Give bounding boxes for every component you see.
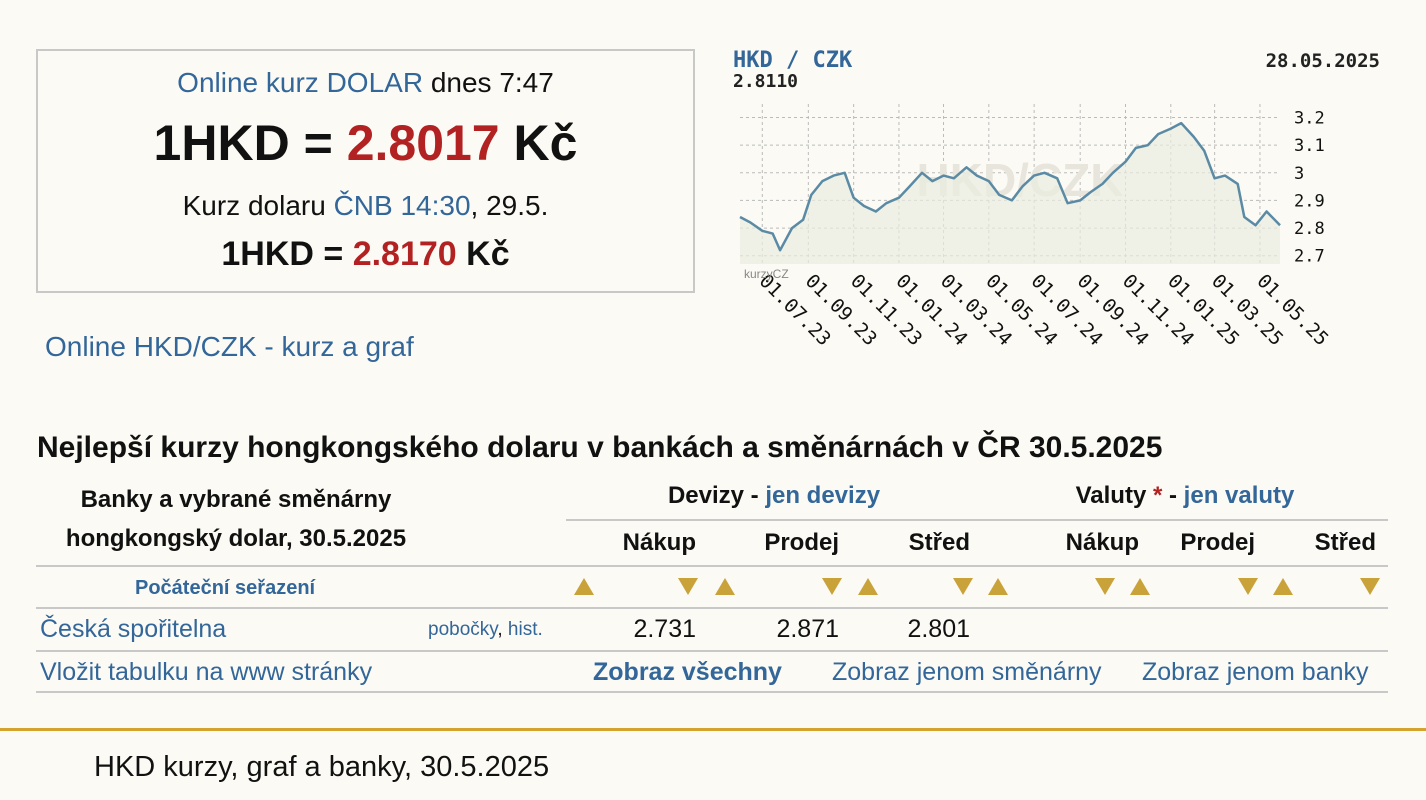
show-exchanges-link[interactable]: Zobraz jenom směnárny <box>832 658 1102 686</box>
sort-desc-devizy-mid-icon[interactable] <box>953 578 973 595</box>
chart-date: 28.05.2025 <box>1266 50 1380 72</box>
y-tick-label: 3.1 <box>1294 136 1325 156</box>
cnb-rate-value-line: 1HKD = 2.8170 Kč <box>38 235 693 274</box>
col-valuty-mid: Střed <box>1314 529 1376 556</box>
sort-asc-valuty-buy-icon[interactable] <box>988 578 1008 595</box>
divider-row <box>36 650 1388 652</box>
devizy-buy-value: 2.731 <box>633 615 696 643</box>
show-all-link[interactable]: Zobraz všechny <box>593 658 782 686</box>
valuty-header: Valuty * - jen valuty <box>982 482 1388 510</box>
devizy-mid-value: 2.801 <box>907 615 970 643</box>
sort-desc-valuty-mid-icon[interactable] <box>1360 578 1380 595</box>
online-rate-time: dnes 7:47 <box>430 67 554 98</box>
footer-title: HKD kurzy, graf a banky, 30.5.2025 <box>94 751 550 783</box>
cnb-rate-line: Kurz dolaru ČNB 14:30, 29.5. <box>38 190 693 222</box>
show-banks-link[interactable]: Zobraz jenom banky <box>1142 658 1369 686</box>
valuty-star: * <box>1152 482 1163 509</box>
col-devizy-buy: Nákup <box>622 529 696 556</box>
sort-desc-valuty-sell-icon[interactable] <box>1238 578 1258 595</box>
series-area <box>740 123 1280 264</box>
chart-brand: kurzyCZ <box>744 267 789 281</box>
sort-asc-devizy-sell-icon[interactable] <box>715 578 735 595</box>
cnb-prefix: Kurz dolaru <box>182 190 326 221</box>
devizy-header: Devizy - jen devizy <box>566 482 982 510</box>
sort-desc-devizy-buy-icon[interactable] <box>678 578 698 595</box>
main-rate-unit: Kč <box>513 115 578 171</box>
devizy-sell-value: 2.871 <box>776 615 839 643</box>
divider-groups <box>566 519 1388 521</box>
hkd-czk-chart[interactable]: HKD / CZK 2.8110 28.05.2025 3.2 3.1 3 2.9 2.… <box>730 44 1390 364</box>
devizy-dash: - <box>750 482 759 509</box>
online-rate-line: Online kurz DOLAR dnes 7:47 <box>38 67 693 99</box>
sort-asc-valuty-mid-icon[interactable] <box>1273 578 1293 595</box>
valuty-only-link[interactable]: jen valuty <box>1183 482 1295 509</box>
cnb-rate-value: 2.8170 <box>352 235 457 273</box>
history-link[interactable]: hist. <box>507 619 543 640</box>
cnb-date: , 29.5. <box>470 190 549 221</box>
sort-asc-devizy-mid-icon[interactable] <box>858 578 878 595</box>
bank-extra-links: pobočky, hist. <box>428 619 543 640</box>
col-devizy-sell: Prodej <box>764 529 839 556</box>
divider-header <box>36 565 1388 567</box>
online-rate-link[interactable]: Online kurz DOLAR <box>177 67 424 98</box>
y-tick-label: 2.7 <box>1294 247 1325 267</box>
divider-bottom <box>36 691 1388 693</box>
col-valuty-buy: Nákup <box>1065 529 1139 556</box>
series-line <box>739 121 1281 252</box>
devizy-label: Devizy <box>667 482 744 509</box>
rate-box: Online kurz DOLAR dnes 7:47 1HKD = 2.801… <box>36 49 695 293</box>
cnb-currency: 1HKD = <box>221 235 344 273</box>
gold-separator <box>0 728 1426 731</box>
valuty-label: Valuty <box>1075 482 1147 509</box>
branches-link[interactable]: pobočky <box>428 619 498 640</box>
y-tick-label: 3 <box>1294 164 1304 184</box>
sort-asc-valuty-sell-icon[interactable] <box>1130 578 1150 595</box>
col-valuty-sell: Prodej <box>1180 529 1255 556</box>
banks-header-line1: Banky a vybrané směnárny <box>80 486 392 513</box>
divider-sort <box>36 607 1388 609</box>
main-rate-value: 2.8017 <box>346 115 500 171</box>
best-rates-title: Nejlepší kurzy hongkongského dolaru v ba… <box>37 431 1163 464</box>
banks-header-line2: hongkongský dolar, 30.5.2025 <box>65 525 407 552</box>
col-devizy-mid: Střed <box>908 529 970 556</box>
cnb-link[interactable]: ČNB 14:30 <box>333 190 471 221</box>
valuty-dash: - <box>1169 482 1177 509</box>
sort-desc-devizy-sell-icon[interactable] <box>822 578 842 595</box>
chart-plot-area: 3.23.132.92.82.701.07.2301.09.2301.11.23… <box>739 104 1333 350</box>
online-rate-value-line: 1HKD = 2.8017 Kč <box>38 114 693 172</box>
embed-table-link[interactable]: Vložit tabulku na www stránky <box>40 658 373 686</box>
sort-asc-devizy-buy-icon[interactable] <box>574 578 594 595</box>
y-tick-label: 2.8 <box>1294 219 1325 239</box>
cnb-rate-unit: Kč <box>466 235 510 273</box>
chart-pair-label: HKD / CZK <box>733 48 853 73</box>
initial-sort-link[interactable]: Počáteční seřazení <box>135 577 316 599</box>
chart-last-value: 2.8110 <box>733 71 798 92</box>
online-chart-link[interactable]: Online HKD/CZK - kurz a graf <box>45 331 414 362</box>
bank-name-ceska-sporitelna[interactable]: Česká spořitelna <box>40 615 227 643</box>
devizy-only-link[interactable]: jen devizy <box>765 482 881 509</box>
y-tick-label: 2.9 <box>1294 191 1325 211</box>
sort-desc-valuty-buy-icon[interactable] <box>1095 578 1115 595</box>
y-tick-label: 3.2 <box>1294 109 1325 129</box>
main-currency: 1HKD = <box>153 115 333 171</box>
